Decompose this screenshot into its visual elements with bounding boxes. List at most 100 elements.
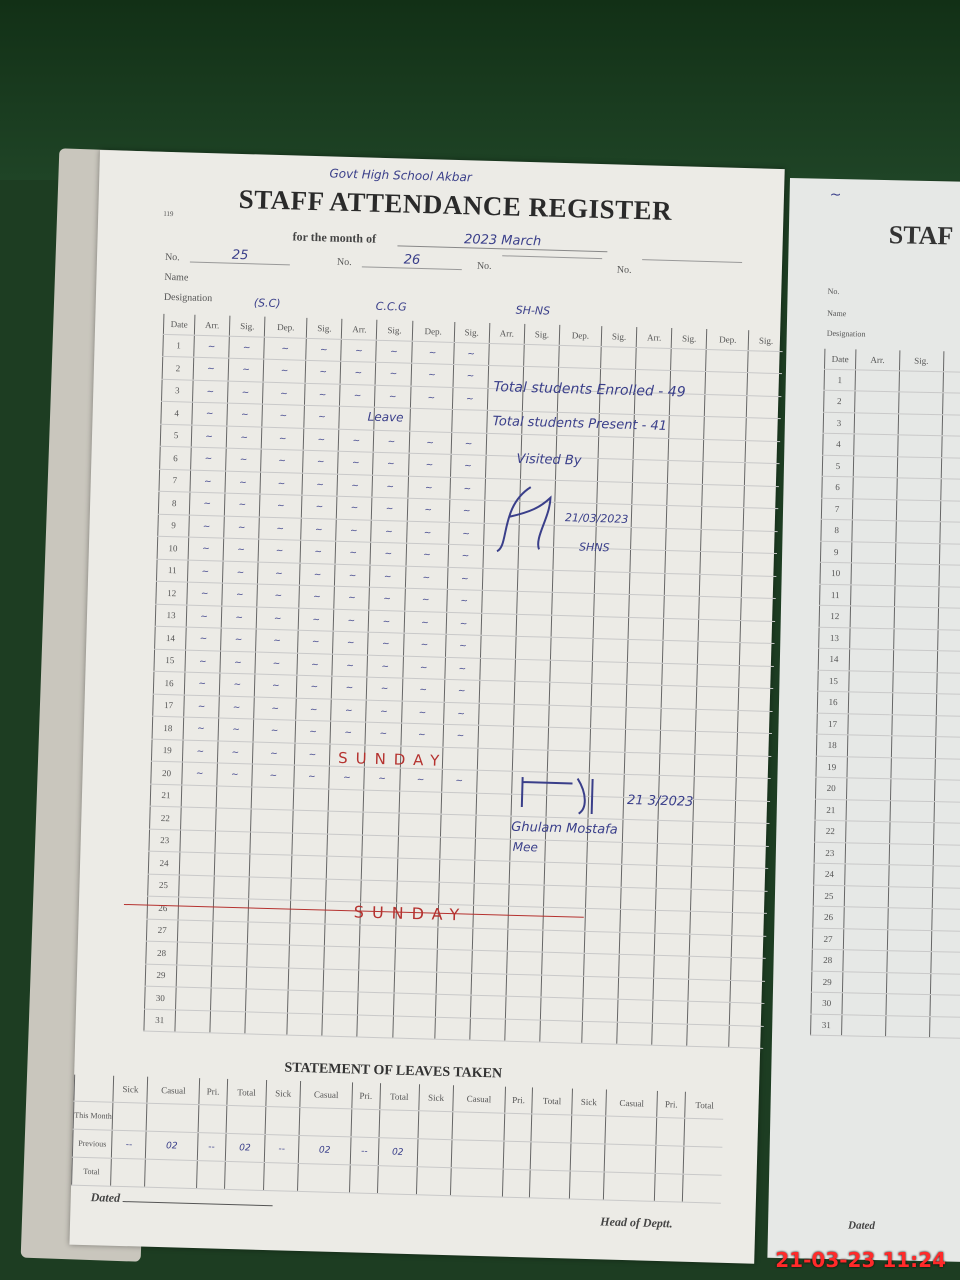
attendance-cell[interactable]: ~ <box>218 695 255 720</box>
attendance-cell[interactable] <box>584 930 620 955</box>
attendance-cell[interactable] <box>739 665 774 689</box>
attendance-cell[interactable] <box>251 786 295 811</box>
attendance-cell[interactable] <box>552 569 595 594</box>
leave-cell[interactable]: 02 <box>377 1137 418 1167</box>
attendance-cell[interactable]: ~ <box>303 427 340 452</box>
leave-cell[interactable] <box>417 1110 453 1140</box>
attendance-cell[interactable] <box>361 857 398 881</box>
attendance-cell[interactable]: ~ <box>183 694 220 719</box>
leave-cell[interactable]: -- <box>264 1133 300 1163</box>
leave-cell[interactable] <box>450 1167 503 1197</box>
attendance-cell[interactable]: ~ <box>442 724 479 748</box>
attendance-cell[interactable]: ~ <box>443 679 480 703</box>
attendance-cell[interactable] <box>656 865 693 889</box>
attendance-cell[interactable] <box>617 999 654 1023</box>
attendance-cell[interactable] <box>247 921 291 946</box>
attendance-cell[interactable]: ~ <box>449 476 486 501</box>
attendance-cell[interactable] <box>440 814 476 838</box>
attendance-cell[interactable] <box>475 815 511 839</box>
attendance-cell[interactable] <box>551 614 594 639</box>
attendance-cell[interactable] <box>736 755 772 779</box>
attendance-cell[interactable] <box>548 704 592 729</box>
attendance-cell[interactable] <box>631 504 668 528</box>
attendance-cell[interactable] <box>693 798 736 823</box>
attendance-cell[interactable] <box>516 591 553 615</box>
attendance-cell[interactable] <box>359 924 396 949</box>
attendance-cell[interactable] <box>690 911 733 935</box>
attendance-cell[interactable] <box>593 593 630 617</box>
attendance-cell[interactable] <box>480 635 516 659</box>
attendance-cell[interactable] <box>630 526 667 551</box>
leave-cell[interactable]: 02 <box>225 1132 265 1162</box>
attendance-cell[interactable]: ~ <box>260 449 304 473</box>
attendance-cell[interactable] <box>696 686 740 711</box>
attendance-cell[interactable] <box>747 372 783 397</box>
attendance-cell[interactable] <box>327 811 364 835</box>
attendance-cell[interactable] <box>740 620 776 644</box>
leave-cell[interactable] <box>569 1142 605 1172</box>
attendance-cell[interactable] <box>663 617 700 642</box>
attendance-cell[interactable]: ~ <box>408 453 451 477</box>
attendance-cell[interactable]: ~ <box>452 386 488 411</box>
attendance-cell[interactable]: ~ <box>305 337 342 362</box>
attendance-cell[interactable] <box>290 877 327 902</box>
attendance-cell[interactable] <box>624 751 661 776</box>
attendance-cell[interactable] <box>178 874 215 898</box>
attendance-cell[interactable] <box>209 1010 246 1034</box>
attendance-cell[interactable] <box>585 885 622 910</box>
attendance-cell[interactable] <box>324 946 360 970</box>
attendance-cell[interactable] <box>592 638 629 662</box>
attendance-cell[interactable]: ~ <box>259 494 303 518</box>
attendance-cell[interactable] <box>653 955 690 979</box>
attendance-cell[interactable]: ~ <box>181 762 218 786</box>
attendance-cell[interactable]: ~ <box>294 765 330 789</box>
leave-cell[interactable] <box>297 1162 351 1193</box>
attendance-cell[interactable]: ~ <box>366 699 402 724</box>
attendance-cell[interactable] <box>700 551 743 576</box>
attendance-cell[interactable] <box>292 810 329 834</box>
attendance-cell[interactable] <box>734 822 770 846</box>
attendance-cell[interactable] <box>744 462 780 487</box>
attendance-cell[interactable] <box>581 1020 618 1045</box>
attendance-cell[interactable] <box>181 784 217 809</box>
attendance-cell[interactable] <box>745 440 781 464</box>
attendance-cell[interactable]: ~ <box>336 496 373 520</box>
attendance-cell[interactable] <box>659 752 696 777</box>
attendance-cell[interactable] <box>738 687 774 711</box>
attendance-cell[interactable] <box>695 731 738 756</box>
attendance-cell[interactable]: ~ <box>447 544 484 568</box>
attendance-cell[interactable]: ~ <box>369 564 406 589</box>
attendance-cell[interactable] <box>628 594 665 618</box>
attendance-cell[interactable]: ~ <box>297 652 333 677</box>
attendance-cell[interactable] <box>691 866 735 890</box>
attendance-cell[interactable]: ~ <box>337 473 374 498</box>
attendance-cell[interactable]: ~ <box>298 607 335 632</box>
leave-cell[interactable] <box>196 1160 226 1189</box>
leave-cell[interactable] <box>603 1171 656 1201</box>
attendance-cell[interactable] <box>512 726 549 750</box>
attendance-cell[interactable] <box>215 830 251 854</box>
attendance-cell[interactable] <box>436 949 473 973</box>
leave-cell[interactable] <box>452 1111 505 1141</box>
attendance-cell[interactable] <box>508 883 545 908</box>
leave-cell[interactable] <box>377 1165 417 1195</box>
leave-cell[interactable] <box>570 1114 606 1144</box>
attendance-cell[interactable] <box>359 947 395 971</box>
attendance-cell[interactable]: ~ <box>262 381 306 406</box>
attendance-cell[interactable]: ~ <box>191 424 227 449</box>
attendance-cell[interactable] <box>472 905 509 929</box>
attendance-cell[interactable]: ~ <box>187 559 224 584</box>
attendance-cell[interactable]: ~ <box>302 472 338 497</box>
attendance-cell[interactable] <box>589 750 626 775</box>
attendance-cell[interactable] <box>632 459 669 483</box>
attendance-cell[interactable] <box>731 934 767 959</box>
attendance-cell[interactable] <box>702 483 745 508</box>
attendance-cell[interactable] <box>746 395 782 419</box>
attendance-cell[interactable]: ~ <box>371 519 407 544</box>
attendance-cell[interactable] <box>505 996 542 1020</box>
leave-cell[interactable] <box>263 1161 299 1191</box>
attendance-cell[interactable]: ~ <box>335 541 372 565</box>
attendance-cell[interactable] <box>687 1023 730 1048</box>
attendance-cell[interactable] <box>540 997 583 1021</box>
attendance-cell[interactable] <box>596 481 633 505</box>
